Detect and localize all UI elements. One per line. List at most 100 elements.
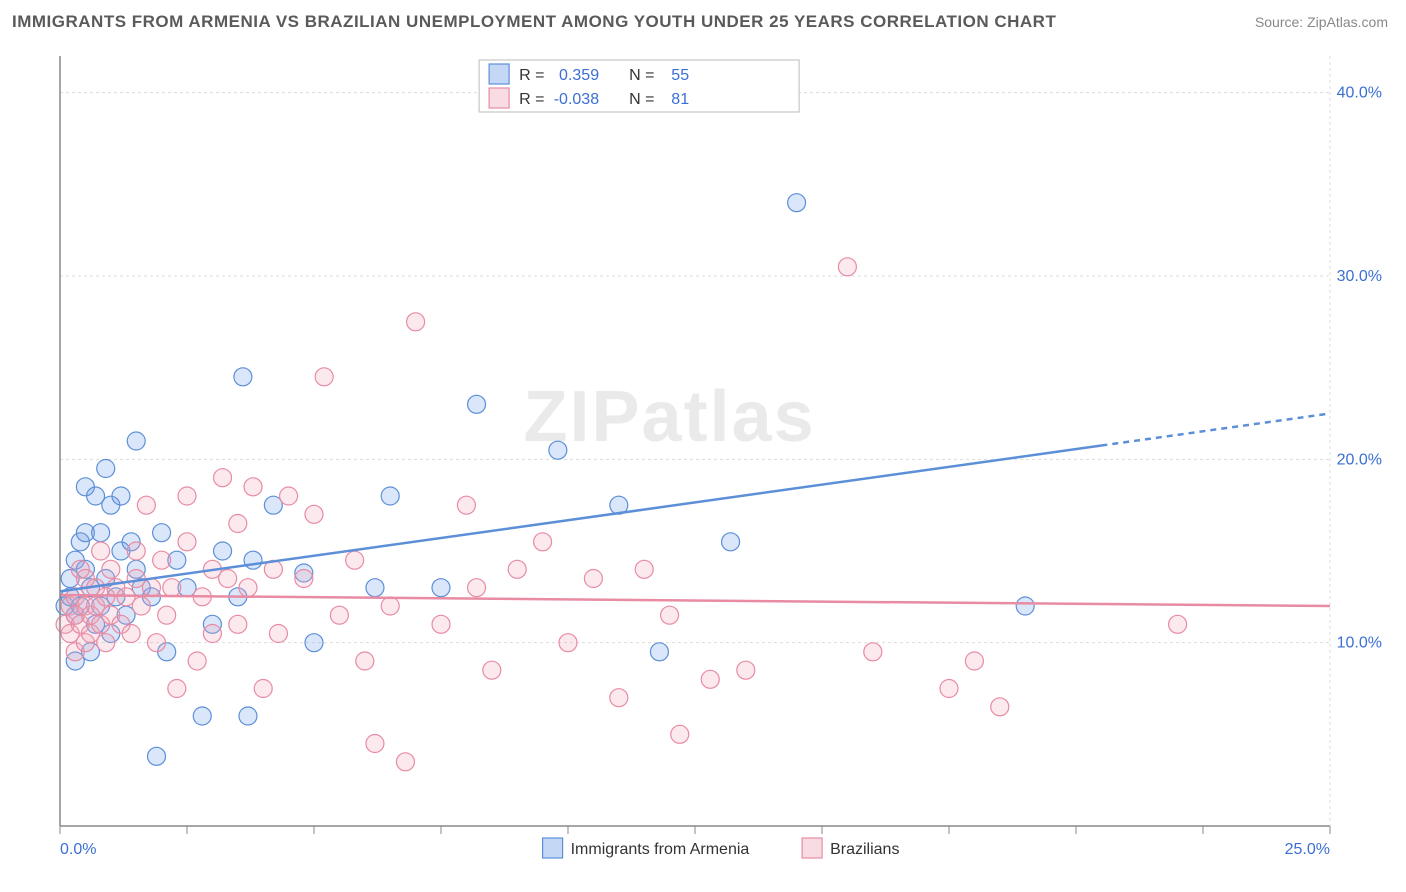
scatter-point <box>214 542 232 560</box>
x-tick-label: 0.0% <box>60 841 96 858</box>
scatter-point <box>219 570 237 588</box>
scatter-point <box>148 747 166 765</box>
scatter-point <box>193 707 211 725</box>
scatter-point <box>234 368 252 386</box>
scatter-point <box>137 496 155 514</box>
x-tick-label: 25.0% <box>1285 841 1330 858</box>
scatter-point <box>432 579 450 597</box>
trend-line <box>60 595 1330 606</box>
source-attribution: Source: ZipAtlas.com <box>1255 14 1388 30</box>
stats-r-value: -0.038 <box>554 91 599 108</box>
y-tick-label: 40.0% <box>1337 85 1382 102</box>
scatter-point <box>254 680 272 698</box>
y-tick-label: 30.0% <box>1337 268 1382 285</box>
scatter-point <box>127 432 145 450</box>
scatter-point <box>661 606 679 624</box>
bottom-legend-label: Brazilians <box>830 841 899 858</box>
scatter-point <box>381 487 399 505</box>
stats-n-value: 81 <box>671 91 689 108</box>
scatter-point <box>163 579 181 597</box>
scatter-point <box>534 533 552 551</box>
scatter-point <box>102 560 120 578</box>
bottom-legend-label: Immigrants from Armenia <box>571 841 750 858</box>
scatter-point <box>158 606 176 624</box>
scatter-point <box>239 707 257 725</box>
y-tick-label: 10.0% <box>1337 635 1382 652</box>
stats-r-label: R = <box>519 91 544 108</box>
scatter-point <box>92 524 110 542</box>
watermark: ZIPatlas <box>524 377 816 457</box>
legend-swatch <box>489 64 509 84</box>
scatter-point <box>295 570 313 588</box>
scatter-point <box>407 313 425 331</box>
scatter-point <box>788 194 806 212</box>
scatter-point <box>701 670 719 688</box>
scatter-point <box>468 395 486 413</box>
source-prefix: Source: <box>1255 14 1307 30</box>
scatter-point <box>244 478 262 496</box>
stats-n-label: N = <box>629 91 654 108</box>
scatter-point <box>635 560 653 578</box>
scatter-point <box>112 487 130 505</box>
source-link[interactable]: ZipAtlas.com <box>1307 14 1388 30</box>
scatter-point <box>305 505 323 523</box>
trend-line-extrapolated <box>1101 414 1330 446</box>
scatter-chart-svg: ZIPatlas0.0%25.0%10.0%20.0%30.0%40.0%Une… <box>50 56 1390 866</box>
scatter-point <box>346 551 364 569</box>
scatter-point <box>168 680 186 698</box>
scatter-point <box>468 579 486 597</box>
scatter-point <box>366 735 384 753</box>
scatter-point <box>965 652 983 670</box>
scatter-point <box>132 597 150 615</box>
stats-r-value: 0.359 <box>559 67 599 84</box>
scatter-point <box>1016 597 1034 615</box>
scatter-point <box>97 460 115 478</box>
legend-swatch <box>489 88 509 108</box>
scatter-point <box>838 258 856 276</box>
chart-area: ZIPatlas0.0%25.0%10.0%20.0%30.0%40.0%Une… <box>50 56 1390 866</box>
scatter-point <box>991 698 1009 716</box>
scatter-point <box>153 551 171 569</box>
scatter-point <box>483 661 501 679</box>
scatter-point <box>142 579 160 597</box>
scatter-point <box>229 615 247 633</box>
scatter-point <box>940 680 958 698</box>
trend-line <box>60 446 1101 592</box>
scatter-point <box>92 542 110 560</box>
scatter-point <box>229 515 247 533</box>
scatter-point <box>356 652 374 670</box>
scatter-point <box>244 551 262 569</box>
scatter-point <box>432 615 450 633</box>
bottom-legend-swatch <box>543 838 563 858</box>
scatter-point <box>330 606 348 624</box>
scatter-point <box>305 634 323 652</box>
scatter-point <box>203 625 221 643</box>
scatter-point <box>97 634 115 652</box>
scatter-point <box>722 533 740 551</box>
scatter-point <box>457 496 475 514</box>
scatter-point <box>127 542 145 560</box>
scatter-point <box>610 689 628 707</box>
y-tick-label: 20.0% <box>1337 451 1382 468</box>
scatter-point <box>178 487 196 505</box>
scatter-point <box>1169 615 1187 633</box>
scatter-point <box>737 661 755 679</box>
scatter-point <box>280 487 298 505</box>
scatter-point <box>508 560 526 578</box>
stats-n-label: N = <box>629 67 654 84</box>
bottom-legend-swatch <box>802 838 822 858</box>
scatter-point <box>178 533 196 551</box>
scatter-point <box>153 524 171 542</box>
stats-r-label: R = <box>519 67 544 84</box>
chart-title: IMMIGRANTS FROM ARMENIA VS BRAZILIAN UNE… <box>12 12 1056 32</box>
scatter-point <box>214 469 232 487</box>
scatter-point <box>122 625 140 643</box>
scatter-point <box>239 579 257 597</box>
scatter-point <box>549 441 567 459</box>
scatter-point <box>188 652 206 670</box>
stats-n-value: 55 <box>671 67 689 84</box>
scatter-point <box>366 579 384 597</box>
scatter-point <box>269 625 287 643</box>
scatter-point <box>671 725 689 743</box>
scatter-point <box>381 597 399 615</box>
